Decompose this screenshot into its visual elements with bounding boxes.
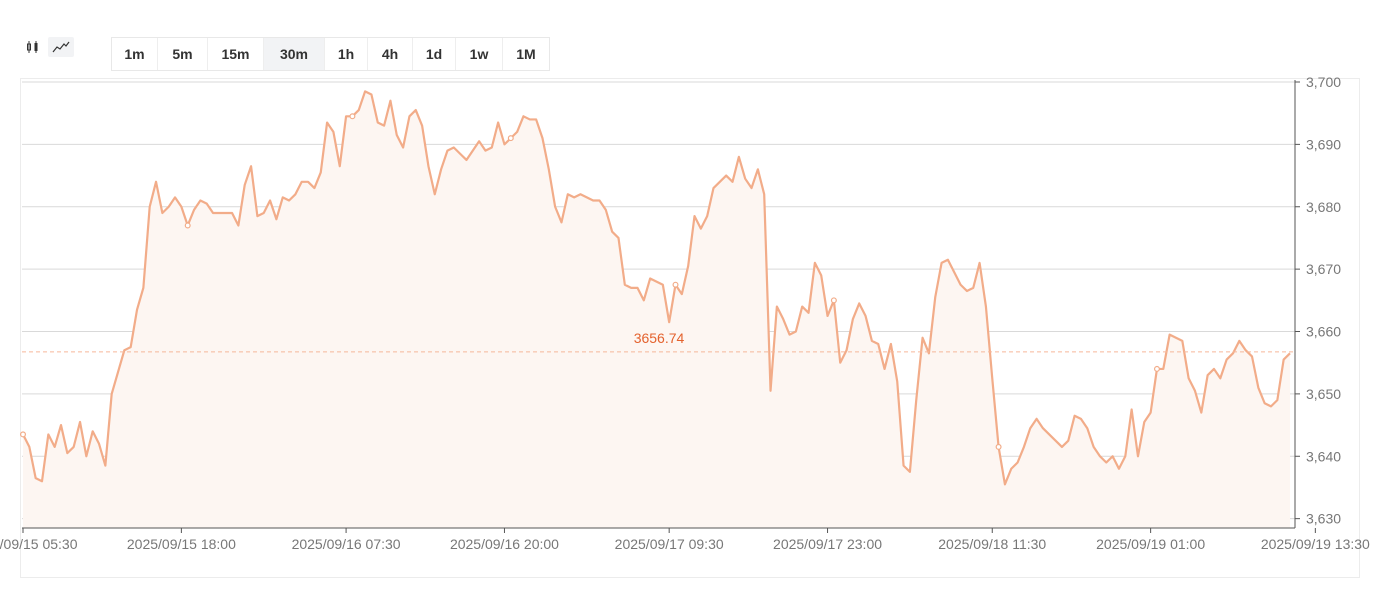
price-line bbox=[22, 90, 1291, 486]
data-marker bbox=[830, 297, 837, 304]
interval-1w-button[interactable]: 1w bbox=[456, 38, 503, 70]
x-tick-label: 2025/09/17 09:30 bbox=[615, 536, 724, 552]
x-tick-label: 2025/09/16 07:30 bbox=[292, 536, 401, 552]
y-tick-label: 3,700 bbox=[1306, 74, 1341, 90]
last-price-label: 3656.74 bbox=[634, 330, 685, 346]
interval-1h-button[interactable]: 1h bbox=[325, 38, 368, 70]
x-tick-label: 2025/09/19 13:30 bbox=[1261, 536, 1370, 552]
x-tick-label: 2025/09/15 05:30 bbox=[0, 536, 78, 552]
y-tick-label: 3,640 bbox=[1306, 448, 1341, 464]
x-axis-ticks: 2025/09/15 05:30 2025/09/15 18:00 2025/09/… bbox=[0, 528, 1370, 552]
price-area bbox=[23, 91, 1290, 529]
candlestick-icon bbox=[27, 41, 38, 53]
interval-4h-button[interactable]: 4h bbox=[368, 38, 413, 70]
y-tick-label: 3,630 bbox=[1306, 511, 1341, 527]
data-marker bbox=[349, 113, 356, 120]
y-axis-ticks: 3,630 3,640 3,650 3,660 3,670 3,680 3,690 3,700 bbox=[1295, 74, 1341, 527]
interval-15m-button[interactable]: 15m bbox=[208, 38, 264, 70]
x-tick-label: 2025/09/16 20:00 bbox=[450, 536, 559, 552]
chart-panel[interactable] bbox=[20, 78, 1360, 578]
x-tick-label: 2025/09/15 18:00 bbox=[127, 536, 236, 552]
data-marker bbox=[184, 222, 191, 229]
candlestick-chart-button[interactable] bbox=[20, 37, 46, 57]
data-marker bbox=[507, 135, 514, 142]
y-tick-label: 3,660 bbox=[1306, 324, 1341, 340]
interval-1M-button[interactable]: 1M bbox=[516, 46, 536, 62]
y-tick-label: 3,650 bbox=[1306, 386, 1341, 402]
x-tick-label: 2025/09/17 23:00 bbox=[773, 536, 882, 552]
y-tick-label: 3,680 bbox=[1306, 199, 1341, 215]
axes bbox=[22, 80, 1296, 529]
data-marker bbox=[672, 281, 679, 288]
chart-type-toggle bbox=[20, 37, 74, 57]
x-tick-label: 2025/09/19 01:00 bbox=[1096, 536, 1205, 552]
data-marker bbox=[995, 443, 1002, 450]
interval-5m-button[interactable]: 5m bbox=[158, 38, 208, 70]
data-marker bbox=[1153, 365, 1160, 372]
line-chart-icon bbox=[52, 41, 70, 53]
interval-30m-button[interactable]: 30m bbox=[264, 38, 325, 70]
interval-1d-button[interactable]: 1d bbox=[413, 38, 456, 70]
data-markers bbox=[20, 113, 1160, 450]
line-chart-button[interactable] bbox=[48, 37, 74, 57]
y-tick-label: 3,670 bbox=[1306, 261, 1341, 277]
x-tick-label: 2025/09/18 11:30 bbox=[938, 536, 1046, 552]
y-tick-label: 3,690 bbox=[1306, 136, 1341, 152]
interval-selector: 1m 5m 15m 30m 1h 4h 1d 1w 1M bbox=[111, 37, 550, 71]
interval-1m-button[interactable]: 1m bbox=[112, 38, 158, 70]
data-marker bbox=[20, 431, 27, 438]
